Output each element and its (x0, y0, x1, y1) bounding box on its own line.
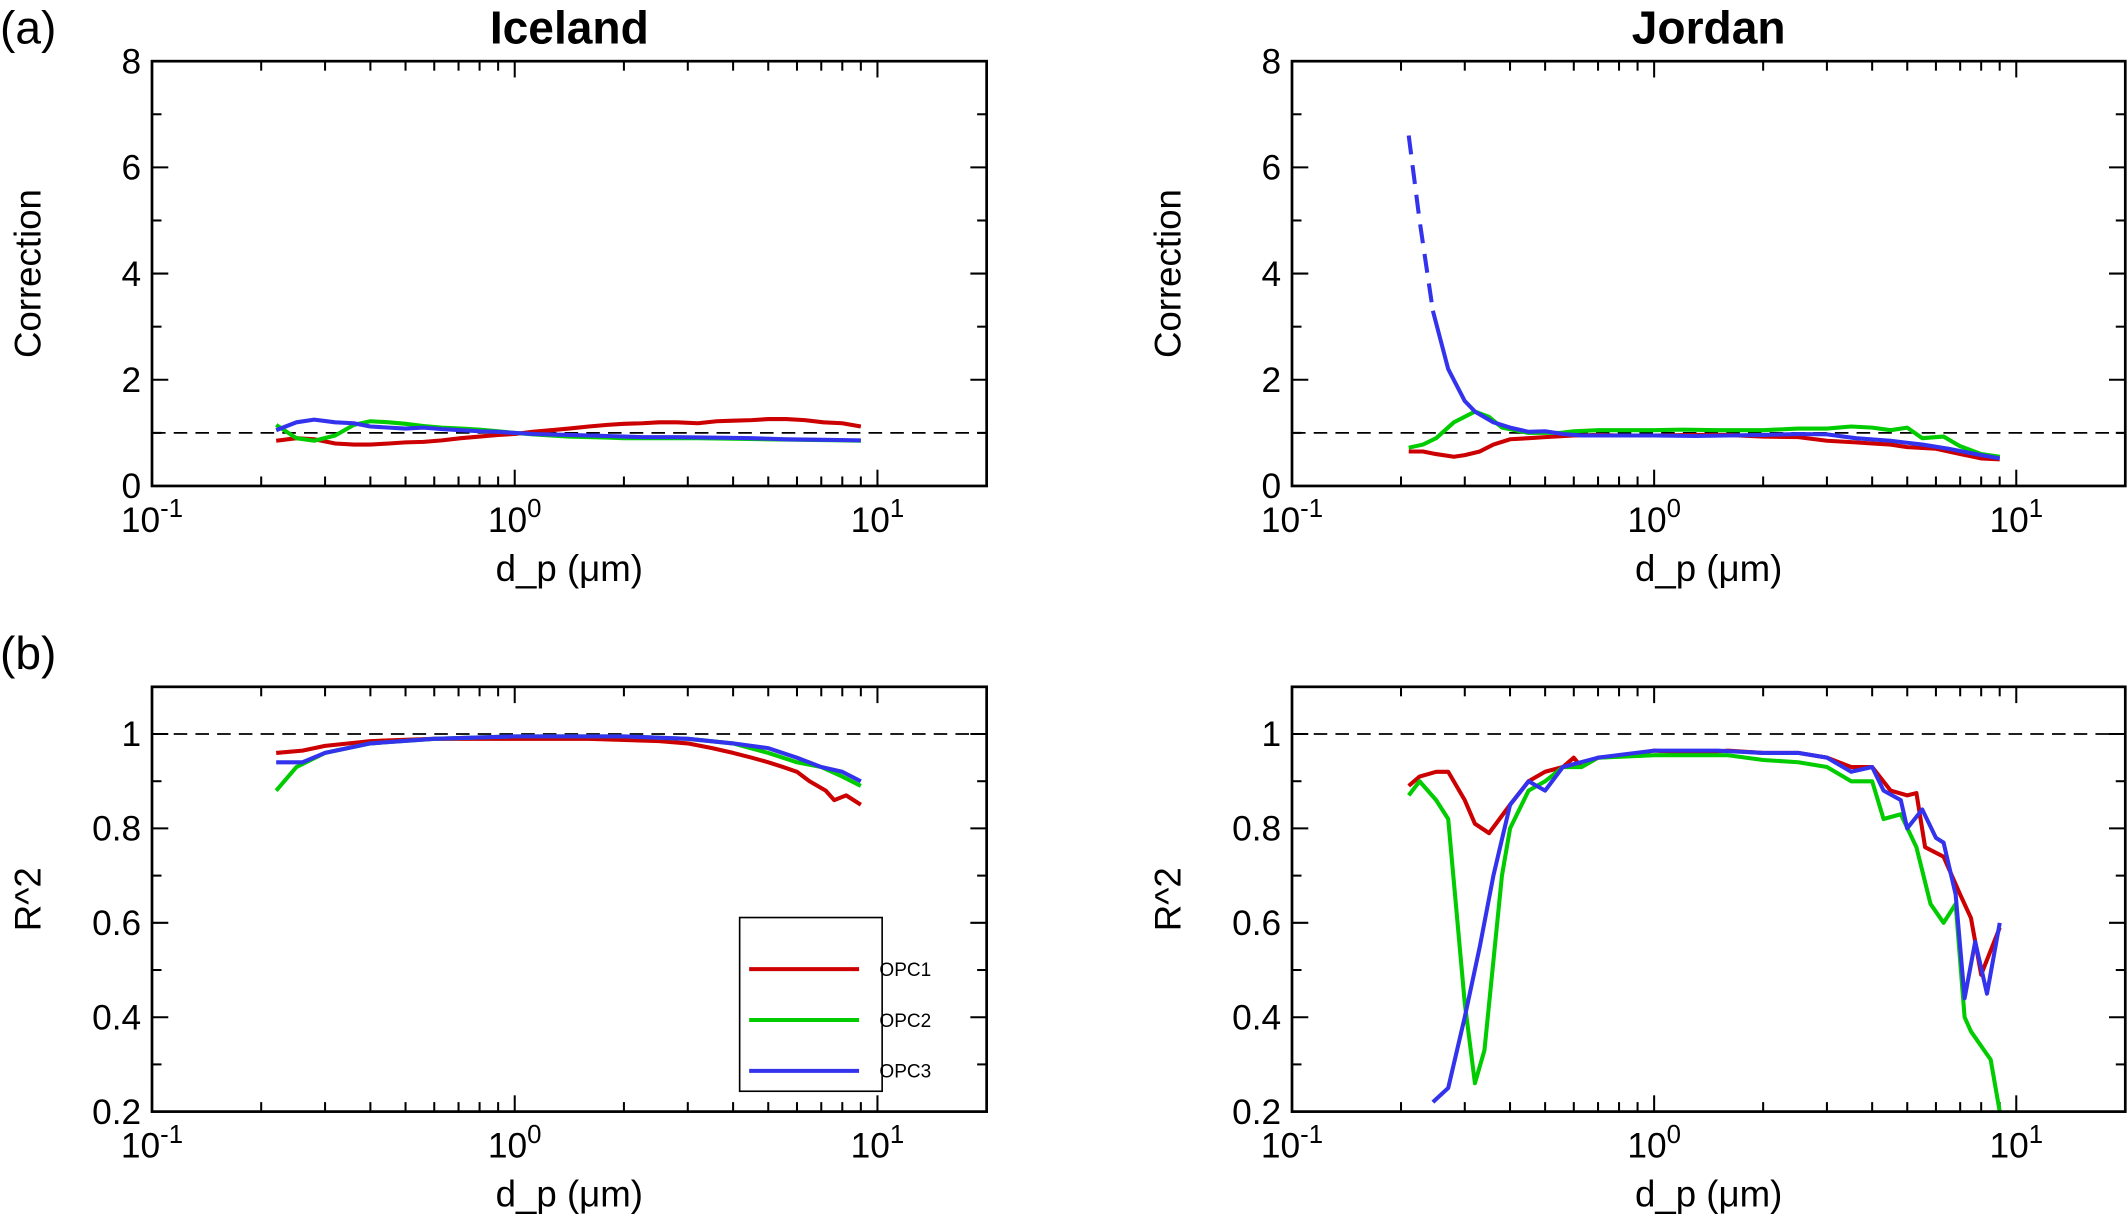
y-tick-label: 6 (1262, 149, 1282, 188)
series-opc2-line (1407, 753, 2002, 1112)
y-axis-label: R^2 (8, 867, 49, 931)
legend-label-opc3: OPC3 (879, 1062, 931, 1083)
plot-frame (150, 59, 988, 488)
legend-label-opc2: OPC2 (879, 1011, 931, 1032)
x-tick-label: 100 (488, 495, 542, 540)
y-axis-label: R^2 (1148, 867, 1189, 931)
x-tick-label: 10-1 (1261, 1121, 1323, 1166)
chart-panel-4: 10-1 100 101 0.2 0.4 0.6 0.8 1 d_p (μm) R^2 (1148, 685, 2127, 1215)
x-tick-label: 10-1 (121, 1121, 183, 1166)
series-opc3-line (1406, 135, 1435, 312)
y-tick-label: 6 (122, 149, 142, 188)
legend-box (738, 916, 883, 1093)
series-opc1-line (1408, 432, 2000, 462)
chart-title: Jordan (1632, 2, 1786, 54)
chart-panel-2: 10-1 100 101 0 2 4 6 8 Jordan d_p (μm) Correction (1148, 2, 2127, 589)
series-opc3-line (276, 734, 862, 784)
chart-title: Iceland (490, 2, 649, 54)
x-tick-label: 101 (851, 1121, 905, 1166)
y-tick-label: 8 (1262, 42, 1282, 81)
x-tick-label: 100 (1627, 1121, 1681, 1166)
x-tick-label: 101 (851, 495, 905, 540)
y-tick-label: 1 (1262, 715, 1282, 754)
y-tick-label: 2 (1262, 361, 1282, 400)
x-axis-label: d_p (μm) (496, 548, 643, 589)
series-opc1-line (275, 417, 862, 447)
y-tick-label: 0.2 (92, 1093, 141, 1132)
y-axis-label: Correction (8, 189, 49, 358)
y-tick-label: 0.8 (92, 810, 141, 849)
x-axis-label: d_p (μm) (1635, 1174, 1782, 1215)
y-tick-label: 0.6 (1232, 904, 1281, 943)
y-tick-label: 8 (122, 42, 142, 81)
plot-frame (1290, 59, 2127, 488)
panel-label-a: (a) (0, 2, 56, 54)
y-tick-label: 0.4 (92, 998, 141, 1037)
y-tick-label: 0.4 (1232, 998, 1281, 1037)
series-opc3-line (275, 417, 861, 443)
panel-label-b: (b) (0, 627, 56, 679)
legend: OPC1 OPC2 OPC3 (738, 916, 931, 1093)
y-tick-label: 4 (1262, 255, 1282, 294)
y-tick-label: 0 (1262, 467, 1282, 506)
x-tick-label: 101 (1989, 495, 2043, 540)
y-tick-label: 0 (122, 467, 142, 506)
x-axis-label: d_p (μm) (1635, 548, 1782, 589)
y-axis-label: Correction (1148, 189, 1189, 358)
series-opc3-line (1430, 310, 2001, 461)
chart-panel-3: 10-1 100 101 0.2 0.4 0.6 0.8 1 d_p (μm) R^2 (8, 685, 988, 1215)
plot-frame (150, 685, 988, 1113)
chart-panel-1: 10-1 100 101 0 2 4 6 8 Iceland d_p (μm) Correction (8, 2, 988, 589)
y-tick-label: 1 (122, 715, 142, 754)
y-tick-label: 4 (122, 255, 142, 294)
y-tick-label: 0.2 (1232, 1093, 1281, 1132)
y-tick-label: 0.6 (92, 904, 141, 943)
y-tick-label: 0.8 (1232, 810, 1281, 849)
plot-frame (1290, 685, 2127, 1113)
x-tick-label: 101 (1989, 1121, 2043, 1166)
x-tick-label: 10-1 (1261, 495, 1323, 540)
x-tick-label: 100 (488, 1121, 542, 1166)
y-tick-label: 2 (122, 361, 142, 400)
series-opc3-line (1431, 748, 2002, 1104)
x-tick-label: 10-1 (121, 495, 183, 540)
x-axis-label: d_p (μm) (496, 1174, 643, 1215)
legend-label-opc1: OPC1 (879, 960, 931, 981)
x-tick-label: 100 (1627, 495, 1681, 540)
